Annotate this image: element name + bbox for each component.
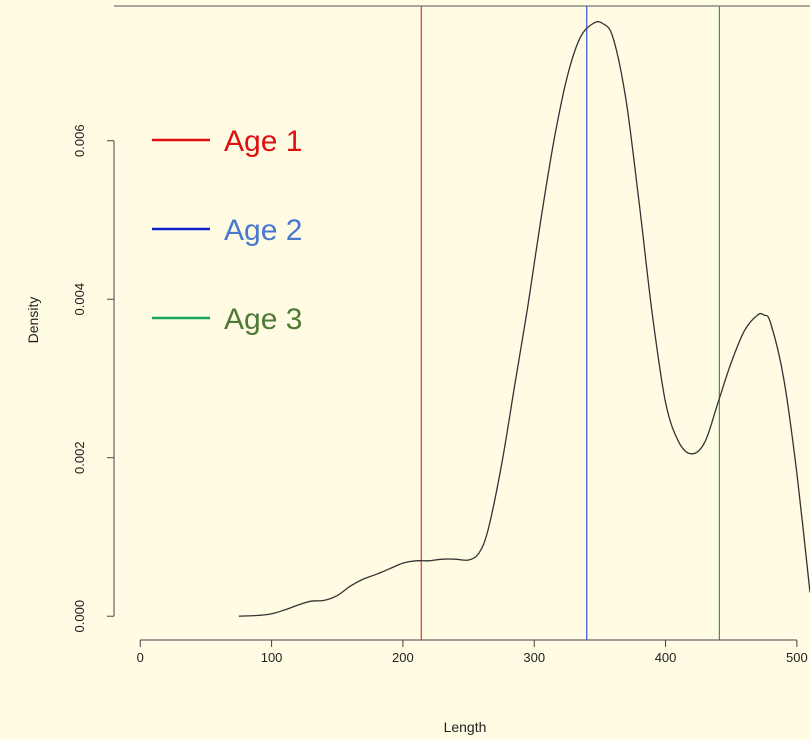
x-tick-label: 400 bbox=[655, 650, 677, 665]
y-axis-title: Density bbox=[25, 297, 41, 344]
y-tick-label: 0.000 bbox=[72, 600, 87, 633]
x-tick-label: 200 bbox=[392, 650, 414, 665]
x-tick-label: 100 bbox=[261, 650, 283, 665]
x-axis-title: Length bbox=[444, 719, 487, 735]
density-curve bbox=[238, 21, 810, 617]
legend-label-age-1: Age 1 bbox=[224, 125, 302, 158]
x-axis: 0 100 200 300 400 500 bbox=[137, 640, 808, 665]
legend-label-age-3: Age 3 bbox=[224, 303, 302, 336]
x-tick-label: 300 bbox=[523, 650, 545, 665]
legend: Age 1 Age 2 Age 3 bbox=[152, 125, 302, 336]
y-tick-label: 0.006 bbox=[72, 124, 87, 157]
x-tick-label: 0 bbox=[137, 650, 144, 665]
x-tick-label: 500 bbox=[786, 650, 808, 665]
legend-label-age-2: Age 2 bbox=[224, 214, 302, 247]
y-axis: 0.000 0.002 0.004 0.006 bbox=[72, 124, 114, 632]
y-tick-label: 0.002 bbox=[72, 441, 87, 474]
y-tick-label: 0.004 bbox=[72, 283, 87, 316]
